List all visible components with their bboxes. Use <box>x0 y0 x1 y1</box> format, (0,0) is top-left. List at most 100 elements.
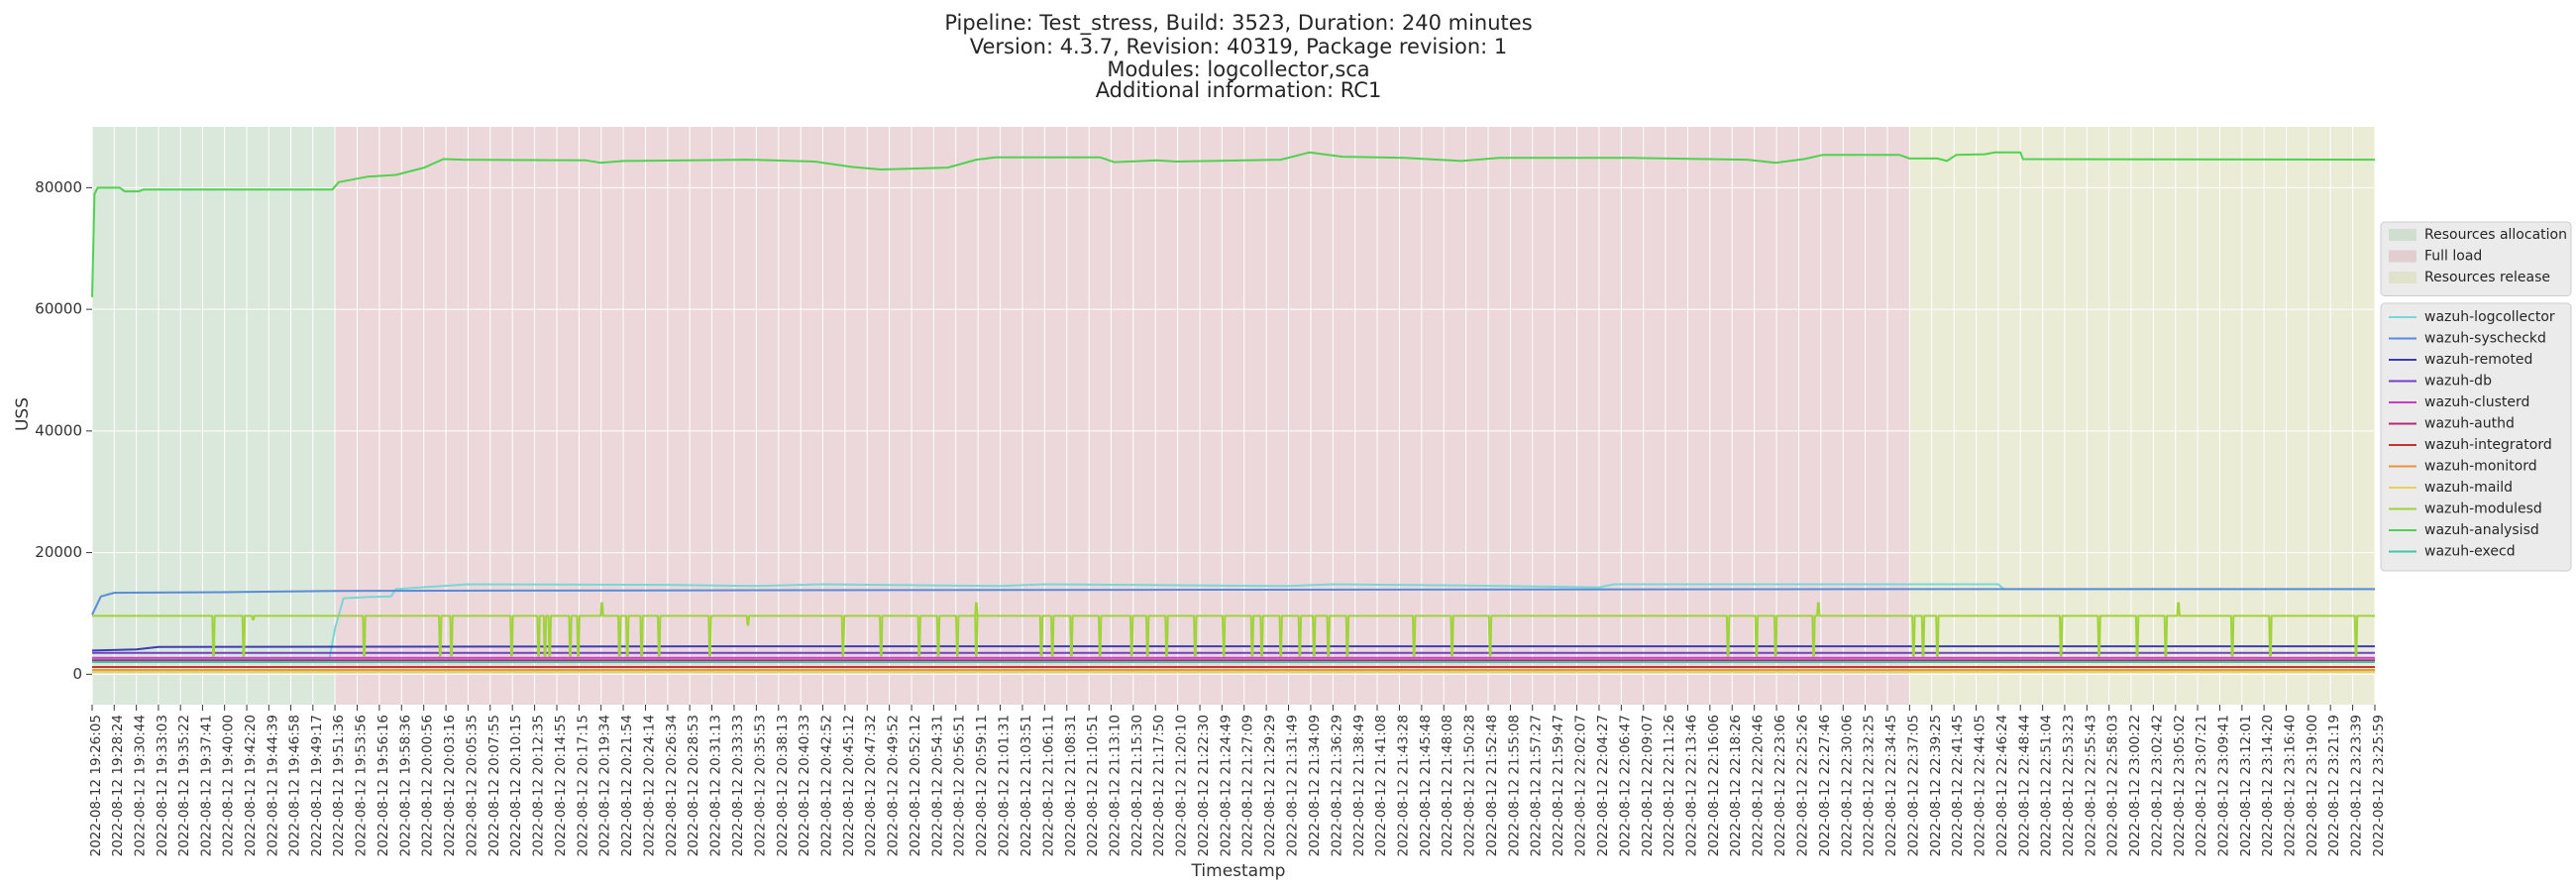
title-line-2: Version: 4.3.7, Revision: 40319, Package… <box>970 35 1508 58</box>
x-tick-label: 2022-08-12 19:30:44 <box>133 715 149 856</box>
x-tick-label: 2022-08-12 22:55:43 <box>2083 715 2098 856</box>
x-tick-label: 2022-08-12 21:38:49 <box>1351 715 1367 856</box>
y-tick-label: 80000 <box>35 178 82 196</box>
series-line-wazuh-modulesd <box>92 602 2375 657</box>
x-tick-label: 2022-08-12 22:11:26 <box>1662 715 1677 856</box>
legend-series-label: wazuh-analysisd <box>2424 522 2539 538</box>
legend-phase-swatch <box>2389 229 2416 241</box>
y-axis-label: USS <box>13 397 33 431</box>
legend-phase-swatch <box>2389 250 2416 263</box>
x-tick-label: 2022-08-12 20:26:34 <box>664 715 680 856</box>
x-tick-label: 2022-08-12 22:09:07 <box>1640 715 1656 856</box>
phase-band-resources-allocation <box>92 127 336 705</box>
x-tick-label: 2022-08-12 20:10:15 <box>508 715 524 856</box>
y-tick-label: 0 <box>72 665 82 683</box>
legend-series-label: wazuh-syscheckd <box>2424 331 2546 347</box>
x-tick-label: 2022-08-12 20:45:12 <box>841 715 857 856</box>
phase-backgrounds <box>92 127 2375 705</box>
x-tick-label: 2022-08-12 19:46:58 <box>287 715 303 856</box>
legend-series-label: wazuh-monitord <box>2424 459 2537 475</box>
series-line-wazuh-remoted <box>91 645 2375 652</box>
x-tick-label: 2022-08-12 20:24:14 <box>642 715 658 856</box>
x-tick-label: 2022-08-12 21:22:30 <box>1196 715 1212 856</box>
x-tick-label: 2022-08-12 20:05:35 <box>464 715 480 856</box>
x-tick-label: 2022-08-12 20:14:55 <box>553 715 569 856</box>
x-tick-label: 2022-08-12 21:59:47 <box>1551 715 1566 856</box>
x-tick-label: 2022-08-12 21:34:09 <box>1307 715 1323 856</box>
x-tick-label: 2022-08-12 22:30:06 <box>1839 715 1855 856</box>
x-tick-label: 2022-08-12 20:00:56 <box>420 715 436 856</box>
legend-series-label: wazuh-clusterd <box>2424 394 2529 410</box>
y-tick-label: 40000 <box>35 421 82 439</box>
x-tick-label: 2022-08-12 19:33:03 <box>155 715 170 856</box>
series-line-wazuh-logcollector <box>92 583 2375 661</box>
x-tick-label: 2022-08-12 22:13:46 <box>1683 715 1699 856</box>
series-line-wazuh-syscheckd <box>91 588 2375 615</box>
series-line-wazuh-analysisd <box>91 151 2376 297</box>
x-tick-label: 2022-08-12 22:41:45 <box>1950 715 1966 856</box>
x-tick-label: 2022-08-12 20:07:55 <box>486 715 502 856</box>
x-axis: 2022-08-12 19:26:05 2022-08-12 19:28:24 20… <box>88 705 2387 856</box>
x-tick-label: 2022-08-12 22:48:44 <box>2016 715 2032 856</box>
legend-series-box <box>2380 302 2572 572</box>
x-tick-label: 2022-08-12 19:26:05 <box>88 715 104 856</box>
x-tick-label: 2022-08-12 23:23:39 <box>2349 715 2365 856</box>
x-tick-label: 2022-08-12 19:28:24 <box>110 715 126 856</box>
gridlines <box>91 127 2376 705</box>
title-line-3: Modules: logcollector,sca <box>1107 57 1369 81</box>
x-tick-label: 2022-08-12 19:44:39 <box>265 715 280 856</box>
y-axis: 0 20000 40000 60000 80000 <box>35 178 92 683</box>
x-tick-label: 2022-08-12 21:20:10 <box>1174 715 1190 856</box>
x-tick-label: 2022-08-12 23:05:02 <box>2172 715 2188 856</box>
x-tick-label: 2022-08-12 23:12:01 <box>2238 715 2254 856</box>
x-tick-label: 2022-08-12 23:16:40 <box>2283 715 2299 856</box>
x-tick-label: 2022-08-12 22:58:03 <box>2105 715 2121 856</box>
legend-series-label: wazuh-authd <box>2424 416 2515 432</box>
x-tick-label: 2022-08-12 22:06:47 <box>1617 715 1633 856</box>
x-tick-label: 2022-08-12 21:17:50 <box>1151 715 1167 856</box>
phase-band-full-load <box>335 127 1910 705</box>
x-tick-label: 2022-08-12 22:27:46 <box>1817 715 1833 856</box>
x-tick-label: 2022-08-12 22:23:06 <box>1772 715 1788 856</box>
legend-series-label: wazuh-execd <box>2424 544 2516 560</box>
x-tick-label: 2022-08-12 22:51:04 <box>2039 715 2055 856</box>
x-tick-label: 2022-08-12 23:07:21 <box>2194 715 2209 856</box>
x-tick-label: 2022-08-12 19:40:00 <box>221 715 237 856</box>
x-tick-label: 2022-08-12 21:55:08 <box>1507 715 1523 856</box>
x-tick-label: 2022-08-12 21:36:29 <box>1329 715 1344 856</box>
x-tick-label: 2022-08-12 21:57:27 <box>1529 715 1545 856</box>
x-tick-label: 2022-08-12 20:17:15 <box>575 715 590 856</box>
legend-series-label: wazuh-modulesd <box>2424 502 2542 517</box>
legend-phase-swatch <box>2389 272 2416 283</box>
x-tick-label: 2022-08-12 21:43:28 <box>1395 715 1411 856</box>
x-tick-label: 2022-08-12 21:29:29 <box>1262 715 1278 856</box>
x-tick-label: 2022-08-12 19:51:36 <box>331 715 347 856</box>
x-tick-label: 2022-08-12 22:34:45 <box>1883 715 1899 856</box>
x-axis-label: Timestamp <box>1191 861 1286 881</box>
x-tick-label: 2022-08-12 20:28:53 <box>686 715 701 856</box>
x-tick-label: 2022-08-12 22:53:23 <box>2061 715 2077 856</box>
x-tick-label: 2022-08-12 20:33:33 <box>730 715 746 856</box>
legend-phase-label: Resources allocation <box>2424 227 2567 243</box>
x-tick-label: 2022-08-12 19:37:41 <box>198 715 214 856</box>
x-tick-label: 2022-08-12 21:27:09 <box>1240 715 1256 856</box>
x-tick-label: 2022-08-12 23:25:59 <box>2371 715 2387 856</box>
legend-series: wazuh-logcollector wazuh-syscheckd wazuh-r… <box>2380 302 2572 572</box>
x-tick-label: 2022-08-12 20:52:12 <box>908 715 923 856</box>
legend-series-label: wazuh-integratord <box>2424 437 2552 453</box>
x-tick-label: 2022-08-12 22:20:46 <box>1751 715 1767 856</box>
x-tick-label: 2022-08-12 23:21:19 <box>2326 715 2342 856</box>
title-line-4: Additional information: RC1 <box>1096 78 1382 102</box>
x-tick-label: 2022-08-12 21:10:51 <box>1085 715 1101 856</box>
x-tick-label: 2022-08-12 21:13:10 <box>1107 715 1123 856</box>
series-lines <box>91 151 2376 673</box>
x-tick-label: 2022-08-12 20:12:35 <box>531 715 547 856</box>
x-tick-label: 2022-08-12 21:41:08 <box>1373 715 1389 856</box>
x-tick-label: 2022-08-12 22:37:05 <box>1905 715 1921 856</box>
x-tick-label: 2022-08-12 22:32:25 <box>1862 715 1878 856</box>
x-tick-label: 2022-08-12 21:52:48 <box>1484 715 1500 856</box>
x-tick-label: 2022-08-12 21:24:49 <box>1218 715 1234 856</box>
legend-series-label: wazuh-maild <box>2424 480 2513 496</box>
legend-phase-label: Resources release <box>2424 270 2550 285</box>
